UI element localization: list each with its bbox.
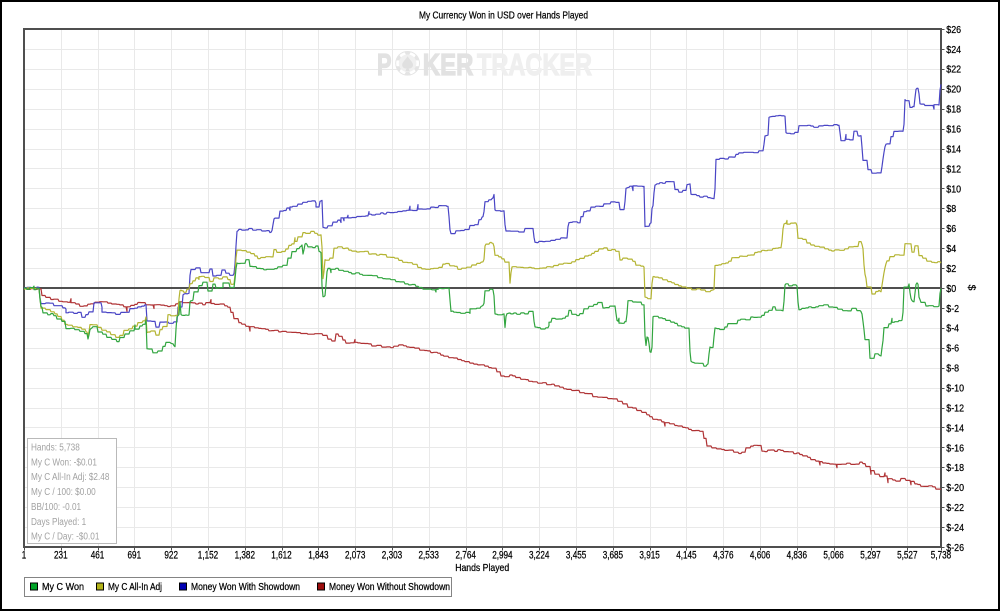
svg-text:$-24: $-24 bbox=[946, 522, 964, 534]
svg-text:$-20: $-20 bbox=[946, 482, 964, 494]
svg-text:4,606: 4,606 bbox=[750, 550, 770, 562]
svg-text:1: 1 bbox=[22, 550, 27, 562]
svg-text:2,994: 2,994 bbox=[492, 550, 512, 562]
svg-text:TRACKER: TRACKER bbox=[477, 47, 592, 82]
svg-text:$-8: $-8 bbox=[946, 363, 959, 375]
svg-text:$-18: $-18 bbox=[946, 462, 964, 474]
svg-text:KER: KER bbox=[423, 47, 474, 82]
svg-text:4,376: 4,376 bbox=[713, 550, 733, 562]
svg-text:5,738: 5,738 bbox=[931, 550, 951, 562]
svg-text:$26: $26 bbox=[946, 24, 961, 36]
svg-text:$20: $20 bbox=[946, 84, 961, 96]
svg-text:My C Won: My C Won bbox=[42, 582, 84, 593]
svg-text:5,527: 5,527 bbox=[897, 550, 917, 562]
svg-text:$6: $6 bbox=[946, 223, 956, 235]
svg-text:$14: $14 bbox=[946, 143, 961, 155]
svg-text:$8: $8 bbox=[946, 203, 956, 215]
svg-text:3,915: 3,915 bbox=[639, 550, 659, 562]
svg-text:$-14: $-14 bbox=[946, 422, 964, 434]
svg-text:Days Played: 1: Days Played: 1 bbox=[31, 517, 87, 528]
svg-text:$-4: $-4 bbox=[946, 323, 959, 335]
svg-text:3,224: 3,224 bbox=[529, 550, 549, 562]
svg-text:My C / 100: $0.00: My C / 100: $0.00 bbox=[31, 487, 96, 498]
svg-text:My C All-In Adj: My C All-In Adj bbox=[108, 582, 162, 593]
svg-text:$: $ bbox=[966, 285, 978, 291]
svg-text:1,152: 1,152 bbox=[198, 550, 218, 562]
svg-text:$24: $24 bbox=[946, 44, 961, 56]
svg-text:My C Won: -$0.01: My C Won: -$0.01 bbox=[31, 457, 97, 468]
svg-text:$10: $10 bbox=[946, 183, 961, 195]
svg-text:3,455: 3,455 bbox=[566, 550, 586, 562]
svg-text:$-6: $-6 bbox=[946, 343, 959, 355]
svg-text:2,303: 2,303 bbox=[382, 550, 402, 562]
svg-text:2,073: 2,073 bbox=[345, 550, 365, 562]
svg-text:My C / Day: -$0.01: My C / Day: -$0.01 bbox=[31, 532, 100, 543]
svg-text:5,066: 5,066 bbox=[823, 550, 843, 562]
svg-text:1,843: 1,843 bbox=[308, 550, 328, 562]
svg-text:$12: $12 bbox=[946, 163, 961, 175]
svg-text:$0: $0 bbox=[946, 283, 956, 295]
svg-text:1,612: 1,612 bbox=[271, 550, 291, 562]
svg-text:1,382: 1,382 bbox=[235, 550, 255, 562]
svg-text:$4: $4 bbox=[946, 243, 956, 255]
svg-text:922: 922 bbox=[164, 550, 178, 562]
svg-text:2,533: 2,533 bbox=[419, 550, 439, 562]
svg-text:5,297: 5,297 bbox=[860, 550, 880, 562]
svg-text:$-26: $-26 bbox=[946, 542, 964, 554]
svg-text:461: 461 bbox=[91, 550, 105, 562]
svg-text:BB/100: -0.01: BB/100: -0.01 bbox=[31, 502, 81, 513]
svg-text:$18: $18 bbox=[946, 104, 961, 116]
svg-text:$22: $22 bbox=[946, 64, 961, 76]
svg-text:691: 691 bbox=[128, 550, 142, 562]
svg-text:P: P bbox=[377, 47, 392, 82]
svg-text:$-10: $-10 bbox=[946, 383, 964, 395]
svg-text:4,836: 4,836 bbox=[787, 550, 807, 562]
svg-text:Hands Played: Hands Played bbox=[455, 562, 509, 574]
svg-text:231: 231 bbox=[54, 550, 68, 562]
svg-text:4,145: 4,145 bbox=[676, 550, 696, 562]
svg-text:My C All-In Adj: $2.48: My C All-In Adj: $2.48 bbox=[31, 472, 110, 483]
svg-text:Hands: 5,738: Hands: 5,738 bbox=[31, 443, 80, 454]
svg-text:$-12: $-12 bbox=[946, 402, 964, 414]
svg-text:$2: $2 bbox=[946, 263, 956, 275]
svg-text:My Currency Won in USD over Ha: My Currency Won in USD over Hands Played bbox=[419, 10, 588, 22]
svg-text:$-16: $-16 bbox=[946, 442, 964, 454]
svg-text:2,764: 2,764 bbox=[456, 550, 476, 562]
svg-text:$-22: $-22 bbox=[946, 502, 964, 514]
svg-text:$-2: $-2 bbox=[946, 303, 959, 315]
svg-text:Money Won With Showdown: Money Won With Showdown bbox=[191, 582, 300, 593]
svg-text:$16: $16 bbox=[946, 124, 961, 136]
svg-text:Money Won Without Showdown: Money Won Without Showdown bbox=[329, 582, 450, 593]
svg-text:3,685: 3,685 bbox=[603, 550, 623, 562]
